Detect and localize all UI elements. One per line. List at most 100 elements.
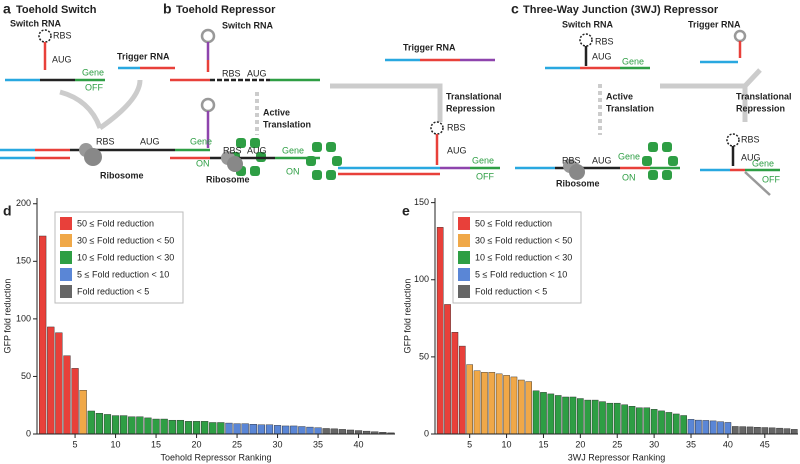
label: Ribosome (206, 174, 250, 184)
bar (209, 422, 217, 435)
legend-swatch (60, 217, 72, 230)
panel-label: b (163, 1, 172, 17)
bar (562, 396, 569, 435)
bar (47, 326, 55, 435)
label: ON (622, 172, 636, 182)
legend: 50 ≤ Fold reduction 30 ≤ Fold reduction <… (54, 211, 184, 304)
y-tick-label: 50 (419, 351, 429, 361)
bar (503, 375, 510, 435)
label: ON (196, 158, 210, 168)
bar (79, 390, 87, 435)
bar (217, 422, 225, 435)
legend-box (54, 211, 184, 304)
label: Gene (282, 145, 304, 155)
x-tick-label: 45 (760, 439, 770, 449)
legend-swatch (458, 251, 470, 264)
bar (201, 421, 209, 435)
bar (680, 415, 687, 435)
legend-swatch (60, 285, 72, 298)
bar (451, 331, 459, 435)
label: Gene (190, 136, 212, 146)
label: AUG (592, 51, 612, 61)
label: Gene (752, 158, 774, 168)
label: Translational (446, 91, 502, 101)
panel-title: Toehold Repressor (176, 4, 276, 16)
bar (103, 414, 112, 435)
label: RBS (53, 30, 72, 40)
bar (739, 426, 746, 435)
legend-label: 10 ≤ Fold reduction < 30 (77, 252, 174, 262)
bar (346, 429, 355, 435)
label: RBS (222, 68, 241, 78)
bar (761, 427, 769, 435)
panel-title: Three-Way Junction (3WJ) Repressor (523, 4, 719, 16)
y-tick-label: 200 (16, 198, 31, 208)
bar (481, 372, 488, 435)
label: Repression (736, 103, 785, 113)
bar (547, 393, 555, 435)
bar (746, 426, 754, 435)
legend-label: 30 ≤ Fold reduction < 50 (77, 235, 174, 245)
legend-swatch (458, 285, 470, 298)
label: AUG (52, 54, 72, 64)
x-tick-label: 10 (502, 439, 512, 449)
legend-label: 10 ≤ Fold reduction < 30 (475, 252, 572, 262)
label: Active (606, 91, 633, 101)
label: Gene (472, 155, 494, 165)
y-tick-label: 0 (26, 428, 31, 438)
bar (184, 421, 193, 435)
y-axis-label: GFP fold reduction (402, 279, 412, 354)
bar (687, 419, 695, 435)
bar (658, 410, 665, 435)
x-tick-label: 40 (723, 439, 733, 449)
legend-label: Fold reduction < 5 (77, 286, 149, 296)
label: Switch RNA (222, 20, 274, 30)
x-tick-label: 30 (649, 439, 659, 449)
label: RBS (447, 122, 466, 132)
bar (554, 395, 562, 435)
x-axis-label: 3WJ Repressor Ranking (568, 452, 666, 462)
label: Trigger RNA (117, 51, 170, 61)
label: AUG (247, 68, 267, 78)
bar (136, 416, 144, 435)
diagram-labels: a Toehold Switch Switch RNA RBS AUG Trig… (3, 1, 792, 189)
label: AUG (447, 145, 467, 155)
bar (306, 426, 314, 435)
bar (152, 418, 160, 435)
x-tick-label: 40 (354, 439, 364, 449)
label: ON (286, 166, 300, 176)
legend-swatch (458, 217, 470, 230)
legend-label: 30 ≤ Fold reduction < 50 (475, 235, 572, 245)
y-tick-label: 50 (21, 371, 31, 381)
bar (525, 381, 532, 435)
bar (665, 412, 673, 435)
x-tick-label: 20 (575, 439, 585, 449)
x-tick-label: 10 (111, 439, 121, 449)
bar (192, 421, 201, 435)
x-tick-label: 15 (151, 439, 161, 449)
legend-label: Fold reduction < 5 (475, 286, 547, 296)
label: AUG (741, 152, 761, 162)
bar (510, 376, 518, 435)
x-tick-label: 25 (232, 439, 242, 449)
legend-swatch (60, 251, 72, 264)
label: AUG (592, 155, 612, 165)
bar (160, 418, 168, 435)
bar (95, 413, 103, 435)
x-tick-label: 25 (612, 439, 622, 449)
panel-label: a (3, 1, 11, 17)
y-tick-label: 150 (414, 197, 429, 207)
bar (569, 396, 577, 435)
bar (128, 416, 136, 435)
bar (120, 415, 128, 435)
bar (322, 428, 330, 435)
bar (783, 428, 791, 435)
bar (39, 235, 47, 435)
bar (144, 417, 152, 435)
label: Translation (606, 103, 654, 113)
bar (257, 424, 265, 435)
label: AUG (247, 145, 267, 155)
bar (636, 407, 643, 435)
bar (314, 427, 322, 435)
bar (695, 419, 702, 435)
